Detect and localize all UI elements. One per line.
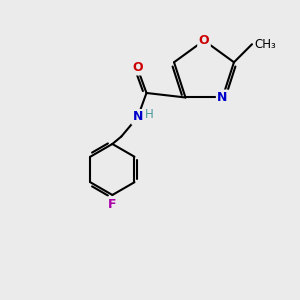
Text: N: N <box>133 110 143 123</box>
Text: O: O <box>133 61 143 74</box>
Text: F: F <box>108 198 117 211</box>
Text: O: O <box>199 34 209 47</box>
Text: N: N <box>217 91 228 104</box>
Text: CH₃: CH₃ <box>254 38 276 51</box>
Text: H: H <box>145 108 154 121</box>
